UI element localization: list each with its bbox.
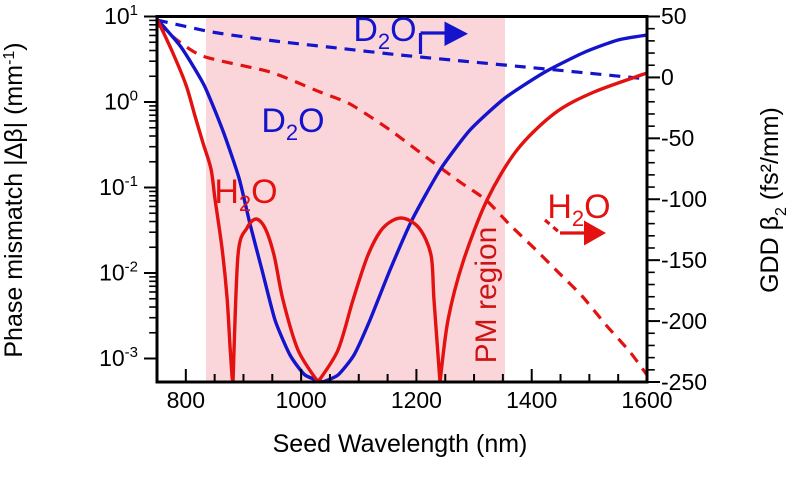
svg-text:Phase mismatch |Δβ| (mm-1): Phase mismatch |Δβ| (mm-1): [0, 42, 28, 357]
svg-text:10-1: 10-1: [99, 173, 138, 200]
svg-text:-200: -200: [661, 308, 707, 334]
svg-text:Seed Wavelength (nm): Seed Wavelength (nm): [273, 430, 528, 458]
svg-text:-100: -100: [661, 186, 707, 212]
svg-text:10-3: 10-3: [99, 344, 138, 371]
svg-text:100: 100: [104, 88, 138, 115]
svg-text:0: 0: [661, 64, 674, 90]
svg-text:-50: -50: [661, 125, 694, 151]
svg-text:GDD β2 (fs²/mm): GDD β2 (fs²/mm): [756, 107, 790, 293]
svg-text:1400: 1400: [506, 387, 557, 413]
svg-text:101: 101: [104, 2, 138, 29]
svg-text:1000: 1000: [276, 387, 327, 413]
svg-text:800: 800: [167, 387, 205, 413]
svg-text:1200: 1200: [391, 387, 442, 413]
svg-text:-250: -250: [661, 369, 707, 395]
svg-text:-150: -150: [661, 247, 707, 273]
svg-text:50: 50: [661, 3, 687, 29]
svg-text:10-2: 10-2: [99, 259, 138, 286]
svg-text:PM region: PM region: [470, 227, 503, 364]
